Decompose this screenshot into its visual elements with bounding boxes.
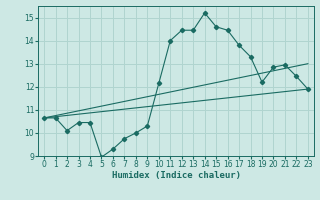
- X-axis label: Humidex (Indice chaleur): Humidex (Indice chaleur): [111, 171, 241, 180]
